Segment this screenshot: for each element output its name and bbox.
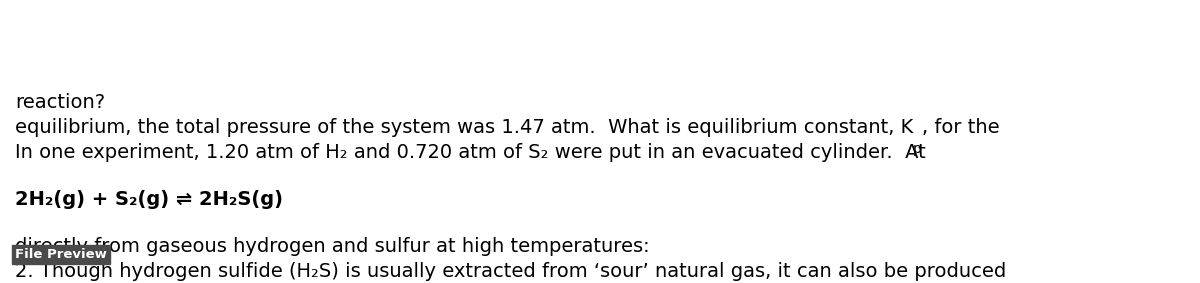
Text: equilibrium, the total pressure of the system was 1.47 atm.  What is equilibrium: equilibrium, the total pressure of the s… xyxy=(14,118,913,137)
Text: 2H₂(g) + S₂(g) ⇌ 2H₂S(g): 2H₂(g) + S₂(g) ⇌ 2H₂S(g) xyxy=(14,190,283,209)
Text: directly from gaseous hydrogen and sulfur at high temperatures:: directly from gaseous hydrogen and sulfu… xyxy=(14,237,649,256)
Text: In one experiment, 1.20 atm of H₂ and 0.720 atm of S₂ were put in an evacuated c: In one experiment, 1.20 atm of H₂ and 0.… xyxy=(14,143,925,162)
Text: File Preview: File Preview xyxy=(14,248,107,261)
Text: p: p xyxy=(913,142,922,156)
Text: 2. Though hydrogen sulfide (H₂S) is usually extracted from ‘sour’ natural gas, i: 2. Though hydrogen sulfide (H₂S) is usua… xyxy=(14,262,1007,281)
Text: reaction?: reaction? xyxy=(14,93,106,112)
Text: , for the: , for the xyxy=(922,118,1000,137)
